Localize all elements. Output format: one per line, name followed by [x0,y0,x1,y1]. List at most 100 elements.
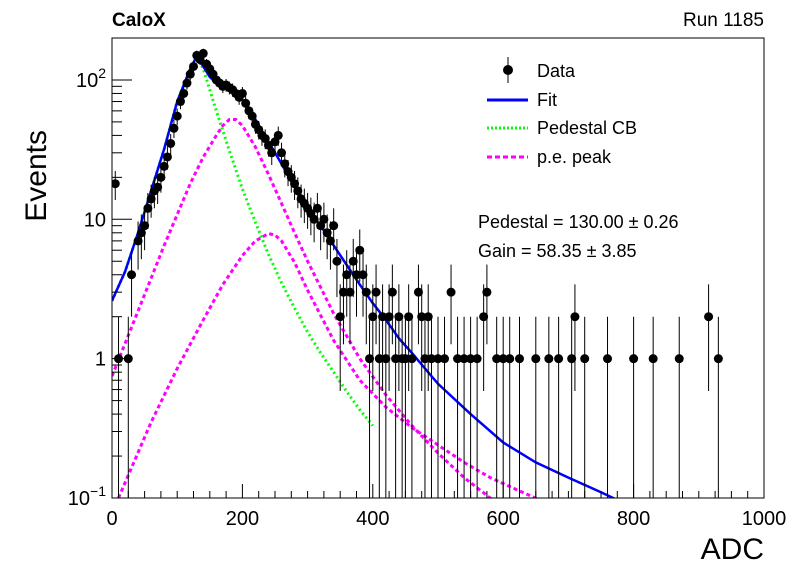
data-marker [603,354,613,364]
x-tick-label: 0 [106,508,117,530]
data-point [329,208,339,251]
data-point [166,134,176,155]
data-marker [162,152,172,162]
data-marker [482,287,492,297]
legend-label-fit: Fit [537,90,557,110]
data-marker [515,354,524,364]
data-point [237,87,247,101]
data-point [674,316,684,498]
data-marker [325,236,335,246]
data-point [290,170,300,200]
y-tick-label: 1 [95,349,106,371]
data-marker [413,287,423,297]
data-point [648,316,658,498]
data-marker [368,312,378,322]
data-point [515,316,524,498]
data-point [371,264,381,345]
data-marker [309,214,319,224]
data-point [342,250,352,317]
y-tick-label: 102 [76,65,106,92]
data-marker [361,287,371,297]
y-tick-label: 10 [84,209,106,231]
data-marker [704,312,714,322]
curve-pe-peak-1 [112,118,494,498]
data-marker [335,312,345,322]
data-point [358,250,368,317]
legend-entry-pe-peak: p.e. peak [487,147,612,167]
data-marker [169,123,179,133]
data-marker [342,270,352,280]
data-point [387,264,397,345]
data-point [136,214,146,260]
data-point [505,316,515,498]
data-marker [358,270,368,280]
x-tick-label: 600 [487,508,520,530]
run-label: Run 1185 [683,10,764,31]
data-marker [312,203,322,213]
data-marker [198,48,208,58]
data-marker [391,354,401,364]
data-marker [498,354,508,364]
data-marker [267,148,277,158]
data-point [140,208,150,251]
x-tick-label: 800 [617,508,650,530]
data-point [433,316,443,498]
data-marker [260,134,270,144]
y-tick-label: 10−1 [68,483,106,510]
y-axis-title: Events [20,130,53,222]
data-point [352,250,361,317]
data-point [374,316,384,498]
data-point [189,61,198,73]
data-point [172,108,182,125]
data-marker [378,312,388,322]
data-point [413,264,423,345]
data-point [472,316,482,498]
data-marker [179,88,189,98]
data-marker [544,354,554,364]
data-point [348,238,358,298]
data-marker [400,354,410,364]
data-marker [182,78,192,88]
data-point [629,316,639,498]
data-marker [531,354,541,364]
data-marker [133,236,143,246]
data-marker [674,354,684,364]
data-point [381,316,391,498]
data-point [185,68,195,81]
data-marker [629,354,639,364]
legend-data-marker [503,65,513,75]
data-marker [185,69,195,79]
data-marker [136,228,146,238]
data-marker [338,287,348,297]
data-marker [355,245,365,255]
data-point [426,316,436,498]
data-marker [189,61,198,71]
data-marker [384,312,394,322]
data-point [704,284,714,392]
legend-label-pe-peak: p.e. peak [537,147,612,167]
data-point [198,48,208,59]
data-point [459,316,469,498]
data-point [384,284,394,392]
data-marker [277,148,287,158]
x-tick-label: 400 [356,508,389,530]
data-marker [365,354,375,364]
data-marker [352,270,361,280]
data-marker [374,354,384,364]
data-point [570,284,580,392]
legend: Data Fit Pedestal CB p.e. peak [487,57,637,167]
data-point [169,119,179,139]
data-point [273,126,283,146]
data-marker [426,354,436,364]
data-marker [247,111,257,121]
data-marker [127,270,137,280]
data-point [446,264,456,345]
data-point [345,264,355,345]
data-marker [394,312,404,322]
x-tick-label: 200 [226,508,259,530]
data-marker [319,214,329,224]
data-marker [417,312,427,322]
legend-entry-fit: Fit [487,90,557,110]
data-marker [112,179,120,189]
data-marker [280,159,290,169]
